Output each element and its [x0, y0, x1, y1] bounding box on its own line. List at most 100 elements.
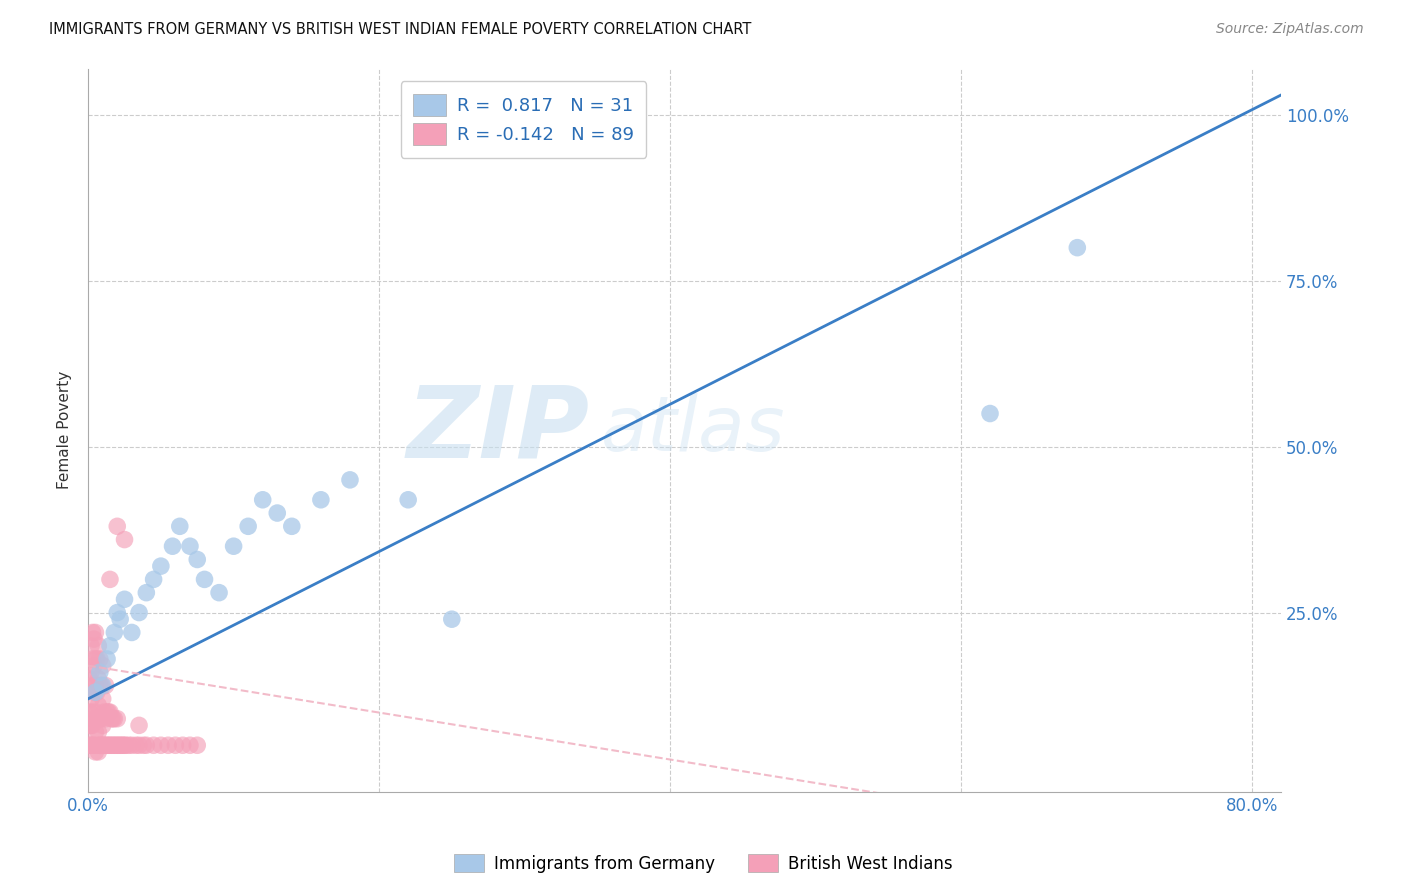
Point	[93, 705, 115, 719]
Point	[149, 738, 172, 752]
Point	[179, 539, 201, 553]
Point	[98, 573, 121, 587]
Point	[83, 712, 105, 726]
Point	[118, 738, 141, 752]
Point	[339, 473, 361, 487]
Point	[96, 652, 118, 666]
Point	[281, 519, 304, 533]
Point	[252, 492, 274, 507]
Point	[114, 533, 136, 547]
Point	[89, 665, 111, 680]
Point	[396, 492, 419, 507]
Point	[90, 679, 112, 693]
Point	[96, 738, 118, 752]
Point	[105, 606, 128, 620]
Point	[172, 738, 194, 752]
Point	[86, 685, 108, 699]
Point	[83, 658, 105, 673]
Point	[94, 679, 117, 693]
Point	[93, 738, 115, 752]
Point	[80, 738, 103, 752]
Point	[125, 738, 148, 752]
Point	[193, 573, 215, 587]
Point	[103, 625, 125, 640]
Point	[87, 639, 110, 653]
Point	[108, 738, 131, 752]
Point	[86, 712, 108, 726]
Point	[82, 705, 104, 719]
Point	[82, 652, 104, 666]
Point	[1066, 241, 1088, 255]
Point	[128, 718, 150, 732]
Point	[79, 738, 101, 752]
Text: Source: ZipAtlas.com: Source: ZipAtlas.com	[1216, 22, 1364, 37]
Point	[114, 738, 136, 752]
Text: IMMIGRANTS FROM GERMANY VS BRITISH WEST INDIAN FEMALE POVERTY CORRELATION CHART: IMMIGRANTS FROM GERMANY VS BRITISH WEST …	[49, 22, 752, 37]
Point	[89, 652, 111, 666]
Point	[89, 679, 111, 693]
Point	[86, 652, 108, 666]
Point	[82, 679, 104, 693]
Point	[84, 745, 107, 759]
Point	[87, 725, 110, 739]
Y-axis label: Female Poverty: Female Poverty	[58, 371, 72, 489]
Point	[142, 573, 165, 587]
Point	[142, 738, 165, 752]
Point	[90, 738, 112, 752]
Point	[105, 519, 128, 533]
Point	[179, 738, 201, 752]
Point	[135, 585, 157, 599]
Point	[238, 519, 260, 533]
Point	[128, 738, 150, 752]
Point	[100, 712, 122, 726]
Point	[121, 738, 143, 752]
Point	[135, 738, 157, 752]
Point	[114, 592, 136, 607]
Point	[101, 712, 124, 726]
Point	[101, 738, 124, 752]
Point	[89, 712, 111, 726]
Point	[149, 559, 172, 574]
Point	[208, 585, 231, 599]
Point	[103, 712, 125, 726]
Point	[108, 612, 131, 626]
Point	[83, 738, 105, 752]
Point	[82, 738, 104, 752]
Point	[84, 725, 107, 739]
Point	[132, 738, 155, 752]
Point	[89, 738, 111, 752]
Point	[91, 718, 114, 732]
Point	[165, 738, 187, 752]
Legend: Immigrants from Germany, British West Indians: Immigrants from Germany, British West In…	[447, 847, 959, 880]
Point	[84, 679, 107, 693]
Point	[96, 705, 118, 719]
Point	[91, 679, 114, 693]
Point	[98, 639, 121, 653]
Point	[128, 606, 150, 620]
Point	[84, 652, 107, 666]
Text: atlas: atlas	[600, 393, 786, 467]
Point	[86, 738, 108, 752]
Point	[80, 639, 103, 653]
Point	[105, 712, 128, 726]
Point	[309, 492, 332, 507]
Point	[979, 407, 1001, 421]
Point	[105, 738, 128, 752]
Point	[79, 672, 101, 686]
Point	[162, 539, 184, 553]
Point	[100, 738, 122, 752]
Point	[80, 665, 103, 680]
Point	[82, 625, 104, 640]
Text: ZIP: ZIP	[406, 382, 589, 479]
Point	[103, 738, 125, 752]
Point	[107, 738, 129, 752]
Legend: R =  0.817   N = 31, R = -0.142   N = 89: R = 0.817 N = 31, R = -0.142 N = 89	[401, 81, 647, 158]
Point	[90, 712, 112, 726]
Point	[97, 705, 120, 719]
Point	[222, 539, 245, 553]
Point	[440, 612, 463, 626]
Point	[84, 685, 107, 699]
Point	[84, 705, 107, 719]
Point	[115, 738, 138, 752]
Point	[91, 738, 114, 752]
